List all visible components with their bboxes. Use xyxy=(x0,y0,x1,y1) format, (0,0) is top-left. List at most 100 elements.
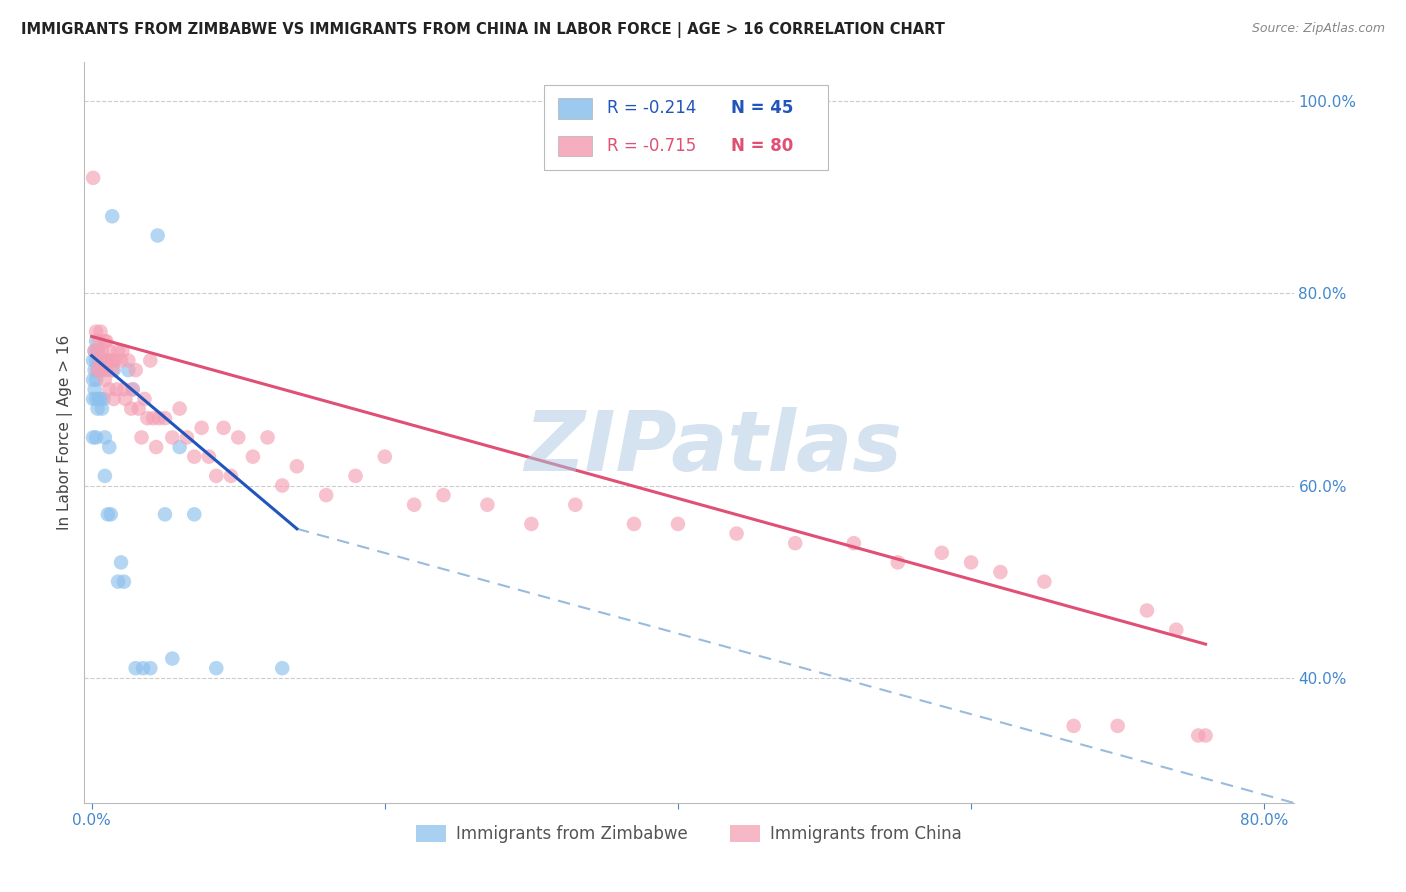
Point xyxy=(98,382,121,396)
Point xyxy=(785,536,807,550)
Point xyxy=(139,353,162,368)
Point xyxy=(103,392,125,406)
Point xyxy=(148,411,170,425)
Point xyxy=(83,343,105,358)
Point xyxy=(84,430,107,444)
Point xyxy=(205,469,228,483)
Point xyxy=(83,382,105,396)
Point xyxy=(212,421,235,435)
Point xyxy=(153,508,176,522)
Text: N = 45: N = 45 xyxy=(731,100,793,118)
Point xyxy=(520,516,543,531)
Point xyxy=(93,353,115,368)
Point xyxy=(1107,719,1129,733)
Point xyxy=(86,363,108,377)
Text: R = -0.214: R = -0.214 xyxy=(607,100,696,118)
Point xyxy=(110,556,132,570)
Point xyxy=(128,401,150,416)
Point xyxy=(86,343,108,358)
Point xyxy=(169,401,191,416)
Point xyxy=(1166,623,1188,637)
Point xyxy=(153,411,176,425)
Point xyxy=(117,363,139,377)
Point xyxy=(145,440,167,454)
Point xyxy=(101,209,124,223)
Point xyxy=(842,536,865,550)
Point xyxy=(725,526,748,541)
Text: N = 80: N = 80 xyxy=(731,137,793,155)
Point xyxy=(98,343,121,358)
Point xyxy=(121,382,143,396)
Point xyxy=(96,334,118,349)
Legend: Immigrants from Zimbabwe, Immigrants from China: Immigrants from Zimbabwe, Immigrants fro… xyxy=(409,819,969,850)
Point xyxy=(82,170,104,185)
Point xyxy=(82,392,104,406)
Point xyxy=(100,508,122,522)
Point xyxy=(183,450,205,464)
Point xyxy=(242,450,264,464)
Point xyxy=(103,353,125,368)
Point xyxy=(82,430,104,444)
Point xyxy=(117,353,139,368)
FancyBboxPatch shape xyxy=(558,136,592,156)
Point xyxy=(89,353,111,368)
Point xyxy=(94,469,117,483)
Point xyxy=(84,392,107,406)
Point xyxy=(84,353,107,368)
Point xyxy=(107,343,129,358)
Point xyxy=(132,661,155,675)
Point xyxy=(146,228,169,243)
Point xyxy=(285,459,308,474)
Point xyxy=(120,401,142,416)
Point xyxy=(1187,729,1209,743)
Point xyxy=(432,488,454,502)
Point xyxy=(205,661,228,675)
Point xyxy=(84,334,107,349)
Point xyxy=(111,343,134,358)
Point xyxy=(1063,719,1085,733)
FancyBboxPatch shape xyxy=(544,85,828,169)
Point xyxy=(404,498,426,512)
Point xyxy=(86,363,108,377)
Point xyxy=(124,363,146,377)
Point xyxy=(100,353,122,368)
Text: Source: ZipAtlas.com: Source: ZipAtlas.com xyxy=(1251,22,1385,36)
Point xyxy=(86,401,108,416)
Point xyxy=(271,661,294,675)
Point xyxy=(162,430,184,444)
Point xyxy=(94,373,117,387)
Point xyxy=(89,392,111,406)
Text: R = -0.715: R = -0.715 xyxy=(607,137,696,155)
Point xyxy=(82,353,104,368)
Point xyxy=(134,392,156,406)
Point xyxy=(91,363,114,377)
Point xyxy=(887,556,910,570)
Point xyxy=(93,392,115,406)
Point xyxy=(121,382,143,396)
FancyBboxPatch shape xyxy=(558,98,592,119)
Point xyxy=(83,363,105,377)
Point xyxy=(960,556,983,570)
Point xyxy=(176,430,198,444)
Point xyxy=(105,382,128,396)
Point xyxy=(94,430,117,444)
Point xyxy=(83,343,105,358)
Point xyxy=(1033,574,1056,589)
Point xyxy=(142,411,165,425)
Point xyxy=(374,450,396,464)
Point xyxy=(97,508,120,522)
Point xyxy=(107,574,129,589)
Point xyxy=(87,353,110,368)
Point xyxy=(112,574,135,589)
Point xyxy=(114,392,136,406)
Point xyxy=(198,450,221,464)
Point xyxy=(97,353,120,368)
Point xyxy=(315,488,337,502)
Y-axis label: In Labor Force | Age > 16: In Labor Force | Age > 16 xyxy=(58,335,73,530)
Point xyxy=(104,353,127,368)
Point xyxy=(89,325,111,339)
Point xyxy=(1136,603,1159,617)
Point xyxy=(162,651,184,665)
Point xyxy=(139,661,162,675)
Point xyxy=(131,430,153,444)
